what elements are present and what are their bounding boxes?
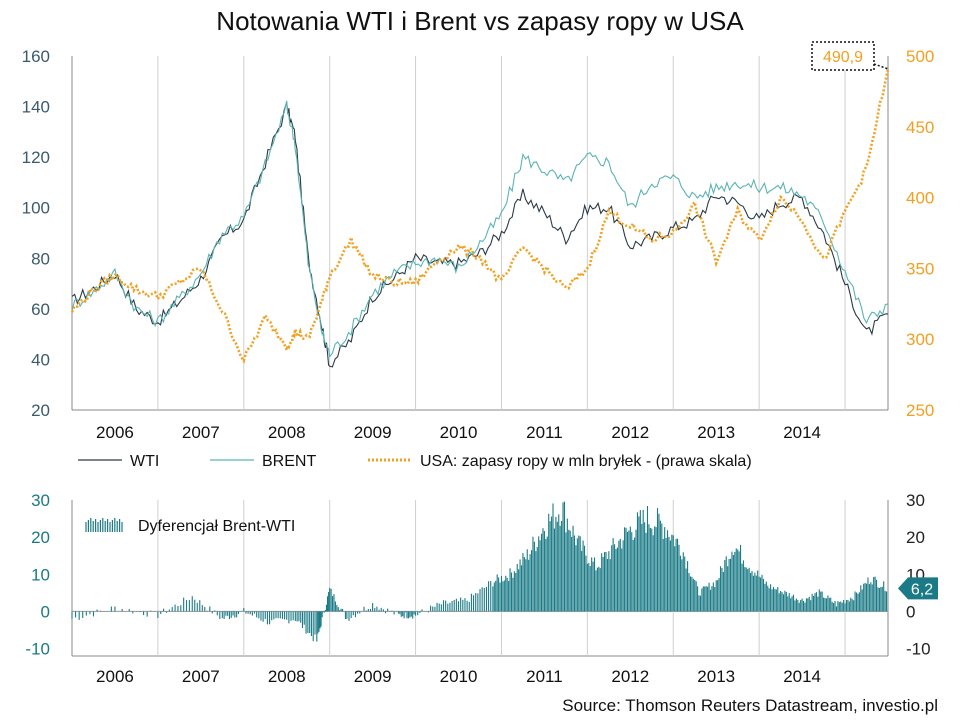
top-x-tick-label: 2010 [440,423,478,442]
bottom-x-tick-label: 2014 [783,667,821,686]
bottom-legend: Dyferencjał Brent-WTI [85,518,295,535]
bottom-x-tick-label: 2009 [354,667,392,686]
legend-brent-label: BRENT [262,453,316,470]
top-x-tick-label: 2013 [697,423,735,442]
callout-bottom-tag [898,577,938,600]
top-left-tick-label: 160 [22,47,50,66]
top-x-tick-label: 2008 [268,423,306,442]
series-line-brent [71,100,889,358]
legend-spread-swatch [85,518,123,532]
callout-top-box [811,41,875,71]
callout-top-value: 490,9 [823,49,863,66]
top-left-tick-label: 20 [31,401,50,420]
top-left-tick-label: 100 [22,199,50,218]
chart-title: Notowania WTI i Brent vs zapasy ropy w U… [216,6,744,36]
top-right-tick-label: 350 [906,259,934,278]
top-right-tick-label: 250 [906,401,934,420]
top-left-tick-label: 120 [22,148,50,167]
top-left-tick-label: 140 [22,98,50,117]
top-left-tick-label: 60 [31,300,50,319]
top-x-tick-label: 2009 [354,423,392,442]
legend-usa-label: USA: zapasy ropy w mln bryłek - (prawa s… [420,453,752,470]
bottom-left-tick-label: -10 [25,640,50,659]
bottom-left-tick-label: 0 [41,602,50,621]
bottom-bars-group [71,501,888,642]
top-right-tick-label: 450 [906,118,934,137]
bottom-x-tick-label: 2011 [526,667,563,686]
top-right-tick-label: 500 [906,47,934,66]
top-x-tick-label: 2006 [96,423,134,442]
source-note: Source: Thomson Reuters Datastream, inve… [562,696,938,715]
legend-wti-label: WTI [130,453,159,470]
legend-spread-label: Dyferencjał Brent-WTI [138,518,295,535]
top-series-group [70,68,890,368]
top-x-tick-label: 2012 [611,423,649,442]
series-line-wti [71,102,888,368]
top-right-tick-label: 300 [906,330,934,349]
top-left-tick-label: 80 [31,249,50,268]
top-x-tick-label: 2014 [783,423,821,442]
callout-top-leader [873,63,889,70]
bottom-left-tick-label: 20 [31,528,50,547]
bottom-x-tick-label: 2008 [268,667,306,686]
top-x-axis: 2006 2007 2008 2009 2010 2011 2012 2013 2014 [96,423,821,442]
bottom-left-axis: -10 0 10 20 30 [25,491,50,659]
bottom-x-tick-label: 2010 [440,667,478,686]
bottom-x-axis: 2006 2007 2008 2009 2010 2011 2012 2013 2014 [96,667,821,686]
bottom-x-tick-label: 2007 [182,667,220,686]
bottom-right-tick-label: 0 [906,602,915,621]
bottom-x-tick-label: 2013 [697,667,735,686]
bottom-right-tick-label: 20 [906,528,925,547]
top-chart-grid [71,56,889,411]
bottom-left-tick-label: 30 [31,491,50,510]
bottom-x-tick-label: 2006 [96,667,134,686]
top-left-axis: 20 40 60 80 100 120 140 160 [22,47,50,420]
callout-bottom-value: 6,2 [911,581,933,598]
top-left-tick-label: 40 [31,350,50,369]
top-x-tick-label: 2011 [526,423,563,442]
top-right-axis: 250 300 350 400 450 500 [906,47,934,420]
bottom-right-tick-label: 30 [906,491,925,510]
bottom-x-tick-label: 2012 [611,667,649,686]
bottom-right-tick-label: -10 [906,640,931,659]
top-right-tick-label: 400 [906,189,934,208]
bottom-left-tick-label: 10 [31,565,50,584]
top-x-tick-label: 2007 [182,423,220,442]
top-legend: WTI BRENT USA: zapasy ropy w mln bryłek … [78,453,752,470]
